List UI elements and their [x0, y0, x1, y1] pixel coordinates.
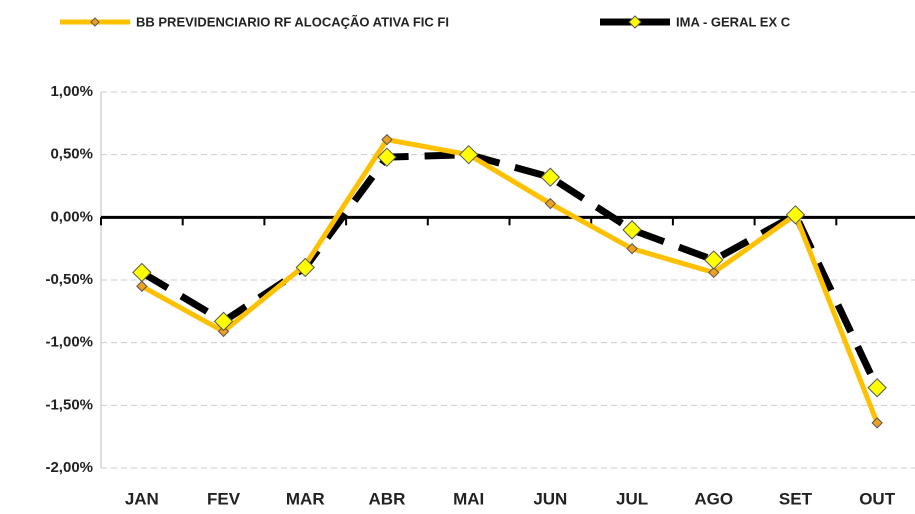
marker	[867, 378, 887, 398]
x-tick-label: OUT	[859, 489, 896, 508]
marker	[136, 280, 148, 292]
legend-label: IMA - GERAL EX C	[676, 14, 791, 29]
legend-marker	[628, 15, 642, 29]
y-tick-label: -0,50%	[45, 271, 93, 288]
marker	[704, 250, 724, 270]
x-tick-label: ABR	[369, 489, 406, 508]
marker	[544, 197, 557, 210]
y-tick-label: 1,00%	[50, 83, 93, 100]
marker	[377, 147, 397, 167]
x-tick-label: AGO	[694, 489, 733, 508]
series-line	[140, 151, 881, 390]
marker	[622, 220, 642, 240]
marker	[381, 133, 393, 146]
x-tick-label: JAN	[125, 489, 159, 508]
y-tick-label: 0,50%	[50, 146, 93, 163]
x-tick-label: MAR	[286, 489, 325, 508]
marker	[626, 242, 638, 255]
legend-label: BB PREVIDENCIARIO RF ALOCAÇÃO ATIVA FIC …	[136, 14, 449, 29]
marker	[785, 205, 806, 225]
marker	[708, 266, 720, 279]
y-tick-label: -2,00%	[45, 459, 93, 476]
legend-marker	[90, 17, 100, 27]
y-tick-label: -1,00%	[45, 334, 93, 351]
x-tick-label: MAI	[453, 489, 484, 508]
marker	[458, 144, 479, 165]
x-tick-label: JUL	[616, 489, 648, 508]
marker	[132, 262, 152, 283]
series-line	[140, 137, 880, 424]
marker	[540, 167, 561, 187]
x-tick-label: JUN	[533, 489, 567, 508]
y-tick-label: -1,50%	[45, 396, 93, 413]
x-tick-label: SET	[779, 489, 813, 508]
marker	[871, 417, 883, 429]
marker	[217, 325, 230, 338]
marker	[295, 257, 315, 278]
x-tick-label: FEV	[207, 489, 241, 508]
marker	[213, 311, 234, 332]
y-tick-label: 0,00%	[50, 208, 93, 225]
